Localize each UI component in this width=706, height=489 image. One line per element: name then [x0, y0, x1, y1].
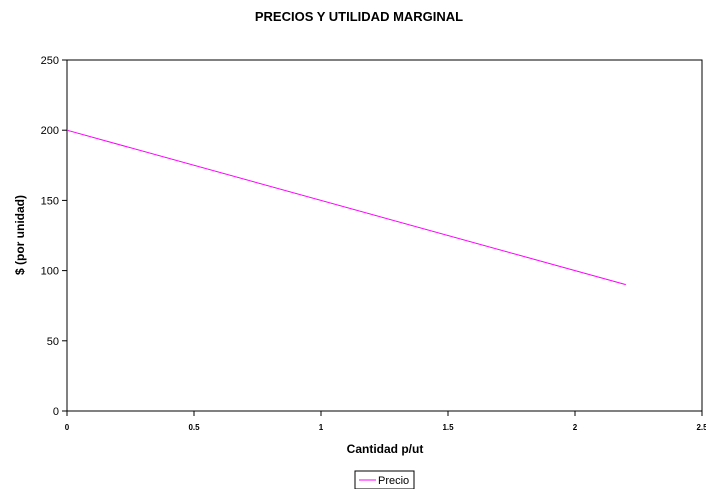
y-tick-label: 0 [53, 406, 59, 418]
legend-box [354, 470, 415, 489]
x-tick-label: 1 [319, 423, 324, 432]
x-tick-label: 0.5 [188, 423, 200, 432]
x-axis-label: Cantidad p/ut [347, 442, 424, 456]
series-line-precio [66, 129, 626, 286]
plot-area [66, 59, 703, 412]
x-tick-label: 2 [573, 423, 578, 432]
y-tick-label: 200 [41, 125, 59, 137]
y-tick-label: 250 [41, 55, 59, 67]
y-tick-label: 50 [47, 336, 59, 348]
chart-title: PRECIOS Y UTILIDAD MARGINAL [255, 9, 463, 24]
y-axis-label: $ (por unidad) [13, 195, 27, 275]
legend: Precio [354, 470, 415, 489]
x-tick-label: 2.5 [696, 423, 706, 432]
y-tick-label: 100 [41, 266, 59, 278]
x-tick-label: 0 [65, 423, 70, 432]
x-axis: 0 0.5 1 1.5 2 2.5 [65, 411, 706, 432]
x-tick-label: 1.5 [442, 423, 454, 432]
legend-label-precio: Precio [378, 475, 409, 487]
y-axis: 0 50 100 150 200 250 [41, 55, 67, 418]
series-layer [66, 129, 626, 286]
y-tick-label: 150 [41, 195, 59, 207]
